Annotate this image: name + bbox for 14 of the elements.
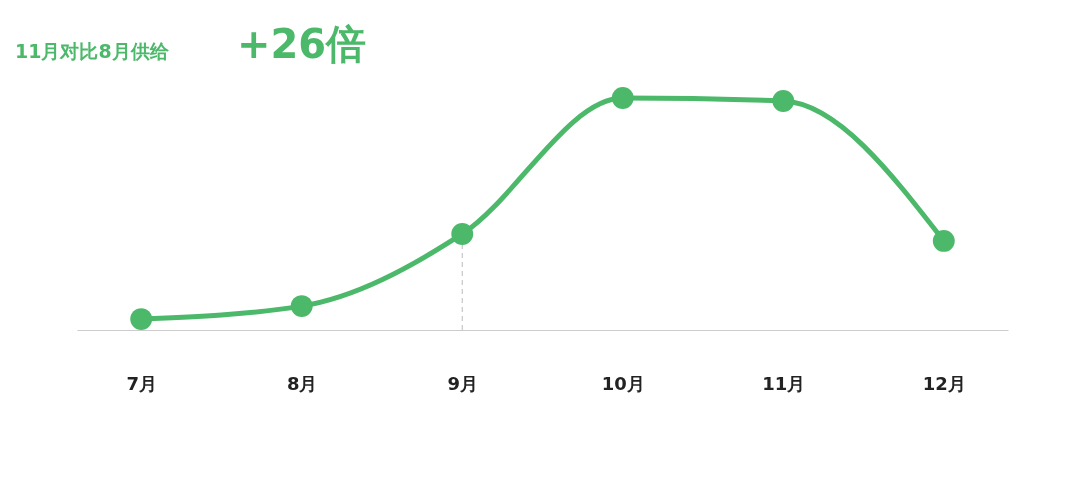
x-tick-label: 8月 [286,372,318,394]
point [932,229,955,252]
point [772,90,795,112]
x-tick-label: 12月 [922,372,966,394]
chart-subtitle: +26倍 [237,21,367,67]
point [611,87,634,109]
x-tick-label: 11月 [762,372,806,394]
x-tick-label: 9月 [447,372,479,394]
point [451,223,474,245]
chart-title: 11月对比8月供给 [15,40,170,62]
point [130,308,153,331]
x-tick-label: 7月 [126,372,157,394]
point [290,295,313,318]
x-tick-label: 10月 [601,372,645,394]
